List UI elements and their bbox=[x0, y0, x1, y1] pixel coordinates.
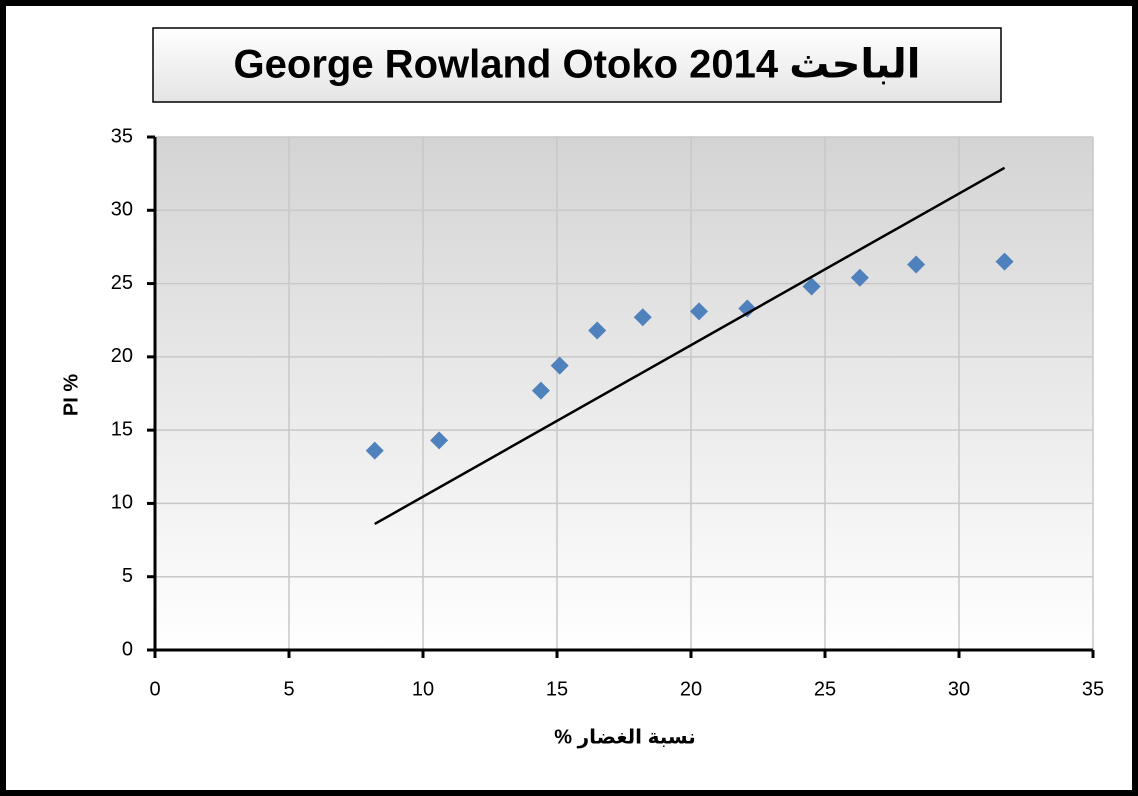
x-tick-label: 25 bbox=[814, 678, 836, 700]
data-point bbox=[550, 356, 569, 375]
chart-title: George Rowland Otoko 2014 الباحث bbox=[234, 43, 921, 87]
x-axis-label: نسبة الغضار % bbox=[554, 726, 695, 748]
y-tick-label: 5 bbox=[122, 565, 133, 587]
data-point bbox=[995, 252, 1014, 271]
y-tick-label: 10 bbox=[111, 492, 133, 514]
y-axis-label: PI % bbox=[60, 374, 82, 416]
y-tick-label: 25 bbox=[111, 272, 133, 294]
plot-area bbox=[155, 137, 1093, 650]
data-point bbox=[633, 308, 652, 327]
x-tick-label: 10 bbox=[412, 678, 434, 700]
x-tick-label: 0 bbox=[149, 678, 160, 700]
data-point bbox=[430, 431, 449, 450]
y-tick-label: 15 bbox=[111, 418, 133, 440]
data-point bbox=[907, 255, 926, 274]
y-tick-label: 0 bbox=[122, 638, 133, 660]
data-point bbox=[690, 302, 709, 321]
y-tick-label: 20 bbox=[111, 345, 133, 367]
data-point bbox=[850, 268, 869, 287]
y-tick-label: 30 bbox=[111, 199, 133, 221]
title-box bbox=[152, 27, 1002, 103]
x-tick-label: 35 bbox=[1082, 678, 1104, 700]
x-tick-label: 20 bbox=[680, 678, 702, 700]
y-tick-label: 35 bbox=[111, 125, 133, 147]
data-point bbox=[802, 277, 821, 296]
x-tick-label: 30 bbox=[948, 678, 970, 700]
x-tick-label: 5 bbox=[283, 678, 294, 700]
data-point bbox=[738, 299, 757, 318]
data-point bbox=[365, 441, 384, 460]
trend-line bbox=[374, 166, 1006, 526]
data-point bbox=[531, 381, 550, 400]
data-point bbox=[588, 321, 607, 340]
x-tick-label: 15 bbox=[546, 678, 568, 700]
